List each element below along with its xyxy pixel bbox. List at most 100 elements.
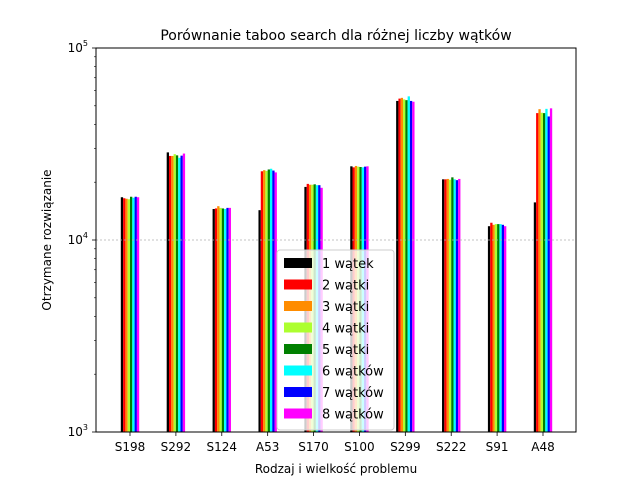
bar [214,208,218,432]
bar [405,100,408,432]
bar [442,179,445,432]
legend-swatch [284,258,312,268]
legend-label: 6 wątków [322,365,384,380]
x-tick-label: S170 [298,440,329,454]
bar [130,196,133,432]
bar [412,101,415,432]
bar [540,112,543,432]
x-tick-label: A48 [531,440,554,454]
bar [171,155,174,432]
x-tick-label: S222 [436,440,467,454]
bar [120,197,124,432]
legend-swatch [284,387,312,397]
bar [132,197,135,432]
bar [403,99,406,432]
x-tick-label: S198 [115,440,146,454]
bar [173,154,176,432]
legend-box [276,249,395,431]
bar [125,198,128,432]
x-axis-label: Rodzaj i wielkość problemu [255,462,417,476]
bar [267,169,270,432]
bar [487,226,491,432]
legend-swatch [284,344,312,354]
bar [134,196,137,432]
bar [545,108,548,432]
bar [453,179,456,432]
legend-swatch [284,408,312,419]
bar [221,208,225,432]
legend-label: 4 wątki [322,322,369,337]
bar [494,224,498,432]
legend-swatch [284,301,312,311]
y-tick-label: 103 [68,423,88,439]
bar [219,207,222,432]
bar [446,178,449,432]
y-axis-ticks: 103 104 105 [68,39,96,439]
bar [448,179,452,432]
legend-label: 5 wątki [322,343,369,358]
legend-swatch [284,322,312,333]
bar [409,100,413,432]
y-tick-label: 105 [68,39,88,55]
y-tick-label: 104 [68,231,88,247]
bar [547,116,550,433]
bar [501,224,505,432]
bar [492,224,495,432]
bar [549,108,553,432]
x-tick-label: S292 [161,440,192,454]
bar [226,207,229,432]
bar [224,209,227,432]
bar [499,224,502,432]
legend-label: 8 wątków [322,408,384,423]
bar [490,222,493,432]
bar [263,170,266,432]
bar [497,224,500,432]
x-tick-label: S91 [486,440,509,454]
x-tick-label: S124 [207,440,238,454]
bar [217,206,220,432]
bar [136,197,140,432]
bar [260,171,264,432]
bar [212,209,215,432]
x-tick-label: A53 [256,440,279,454]
bar [533,202,537,432]
x-axis-ticks: S198 S292 S124 A53 S170 S100 S299 S222 S91 A48 [115,432,555,454]
bar [178,157,181,433]
bar [398,98,401,433]
bar [543,113,546,433]
bar [455,180,459,432]
bar [504,226,507,432]
chart-title: Porównanie taboo search dla różnej liczb… [160,28,511,44]
bar [407,96,410,432]
bar [536,113,539,433]
legend-label: 3 wątki [322,300,369,315]
bar [444,179,447,432]
bar [258,210,261,432]
legend-label: 1 wątek [322,257,374,272]
bar [123,198,126,432]
bar [166,152,169,432]
bar [396,100,399,432]
bar [400,97,404,432]
bar [168,155,172,432]
legend: 1 wątek 2 wątki 3 wątki 4 wątki 5 wątki 6 wąt… [276,249,395,431]
bar [538,109,541,432]
bar [274,172,277,432]
bar [458,178,461,432]
bar [272,170,275,433]
bar [175,155,179,432]
legend-label: 7 wątków [322,386,384,401]
bar [265,170,268,432]
bar [182,153,186,433]
bar [451,177,454,432]
legend-swatch [284,365,312,376]
bar [180,155,183,432]
legend-label: 2 wątki [322,279,369,294]
legend-swatch [284,279,312,290]
bar [228,207,231,432]
y-axis-label: Otrzymane rozwiązanie [40,169,54,310]
bar [269,168,273,432]
x-tick-label: S299 [390,440,421,454]
bar [127,199,130,432]
